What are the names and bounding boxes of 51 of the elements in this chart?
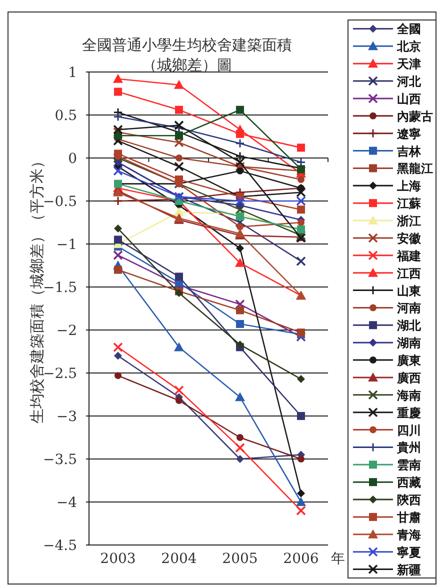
legend-label: 甘肅 bbox=[396, 510, 421, 524]
y-tick-label: −0.5 bbox=[43, 194, 77, 210]
legend-label: 河北 bbox=[396, 74, 422, 89]
x-axis-title: 年 bbox=[331, 551, 345, 567]
y-tick-label: −1 bbox=[56, 237, 77, 253]
legend-label: 重慶 bbox=[396, 406, 421, 420]
legend-label: 海南 bbox=[396, 388, 421, 402]
y-axis-title: 生均校舍建築面積（城鄉差）（平方米） bbox=[28, 154, 46, 424]
legend-label: 安徽 bbox=[397, 231, 422, 246]
legend-label: 陝西 bbox=[397, 493, 421, 508]
x-tick-label: 2005 bbox=[222, 551, 258, 567]
legend-label: 山西 bbox=[397, 92, 421, 106]
x-tick-label: 2004 bbox=[161, 551, 197, 567]
legend-label: 雲南 bbox=[397, 458, 421, 472]
y-tick-label: −4.5 bbox=[43, 538, 77, 554]
y-tick-label: 0 bbox=[68, 151, 77, 167]
chart-title: 全國普通小學生均校舍建築面積 bbox=[82, 36, 292, 54]
legend-label: 湖北 bbox=[396, 318, 422, 333]
y-tick-label: −1.5 bbox=[43, 280, 77, 296]
legend-label: 黑龍江 bbox=[396, 162, 433, 176]
legend-label: 廣西 bbox=[396, 370, 421, 385]
y-tick-label: −2 bbox=[56, 323, 77, 339]
x-tick-label: 2003 bbox=[100, 551, 136, 567]
legend-label: 廣東 bbox=[396, 354, 422, 368]
legend-label: 吉林 bbox=[396, 144, 422, 158]
legend-label: 四川 bbox=[397, 423, 421, 438]
legend-label: 江蘇 bbox=[396, 196, 422, 211]
legend-label: 天津 bbox=[396, 57, 421, 72]
y-tick-label: 1 bbox=[68, 65, 77, 81]
y-tick-label: −2.5 bbox=[43, 366, 77, 382]
legend-label: 青海 bbox=[396, 528, 421, 542]
y-tick-label: 0.5 bbox=[54, 108, 77, 124]
y-tick-label: −3.5 bbox=[43, 452, 77, 468]
legend-label: 浙江 bbox=[396, 214, 421, 228]
legend-label: 新疆 bbox=[396, 562, 421, 577]
legend-label: 江西 bbox=[396, 266, 421, 280]
legend-label: 湖南 bbox=[396, 336, 421, 350]
legend-label: 西藏 bbox=[396, 476, 421, 490]
legend-label: 貴州 bbox=[396, 440, 421, 455]
legend-label: 寧夏 bbox=[396, 545, 421, 560]
y-tick-label: −3 bbox=[56, 409, 77, 425]
y-tick-label: −4 bbox=[56, 495, 78, 511]
legend-label: 遼寧 bbox=[396, 126, 421, 141]
legend-label: 河南 bbox=[396, 301, 421, 316]
legend-label: 北京 bbox=[396, 40, 421, 54]
legend-label: 山東 bbox=[397, 284, 422, 298]
x-tick-label: 2006 bbox=[283, 551, 319, 567]
legend-label: 全國 bbox=[396, 22, 421, 36]
legend-label: 福建 bbox=[396, 248, 421, 263]
legend-label: 內蒙古 bbox=[397, 109, 433, 124]
legend-label: 上海 bbox=[396, 179, 421, 194]
